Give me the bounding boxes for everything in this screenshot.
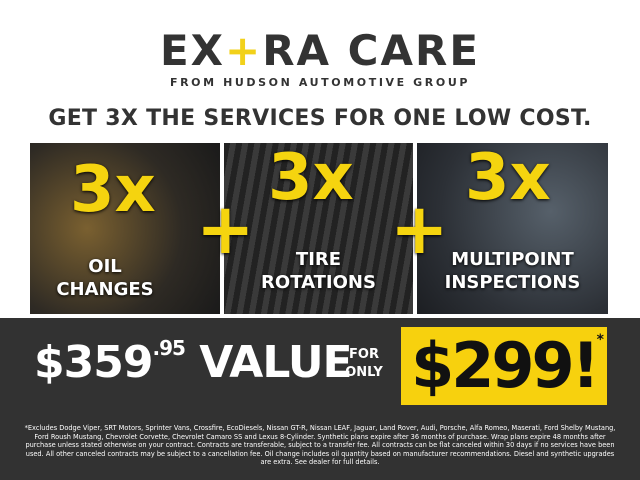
service-label: MULTIPOINT INSPECTIONS	[444, 249, 581, 293]
service-count: 3x	[268, 143, 354, 215]
headline: GET 3X THE SERVICES FOR ONE LOW COST.	[48, 106, 592, 131]
tire-rotation-panel: 3x TIRE ROTATIONS	[224, 143, 413, 314]
logo-plus-icon: +	[225, 26, 263, 75]
for-only-label: FOR ONLY	[345, 347, 383, 380]
service-label: TIRE ROTATIONS	[261, 249, 376, 293]
asterisk: *	[596, 332, 604, 348]
logo-text-1: EX	[159, 26, 226, 75]
oil-change-panel: 3x OIL CHANGES	[30, 143, 220, 314]
plus-icon: +	[196, 188, 255, 270]
extra-care-logo: EX+RA CARE	[0, 30, 640, 72]
sale-price: $299! *	[401, 327, 607, 405]
service-label: OIL CHANGES	[56, 256, 154, 300]
inspection-panel: 3x MULTIPOINT INSPECTIONS	[417, 143, 608, 314]
plus-icon: +	[390, 188, 449, 270]
disclaimer: *Excludes Dodge Viper, SRT Motors, Sprin…	[24, 424, 616, 467]
logo-tagline: FROM HUDSON AUTOMOTIVE GROUP	[169, 76, 471, 89]
value-price: $359.95 VALUE	[34, 336, 353, 388]
logo-text-2: RA CARE	[262, 26, 481, 75]
service-count: 3x	[465, 143, 551, 215]
service-count: 3x	[70, 153, 156, 227]
